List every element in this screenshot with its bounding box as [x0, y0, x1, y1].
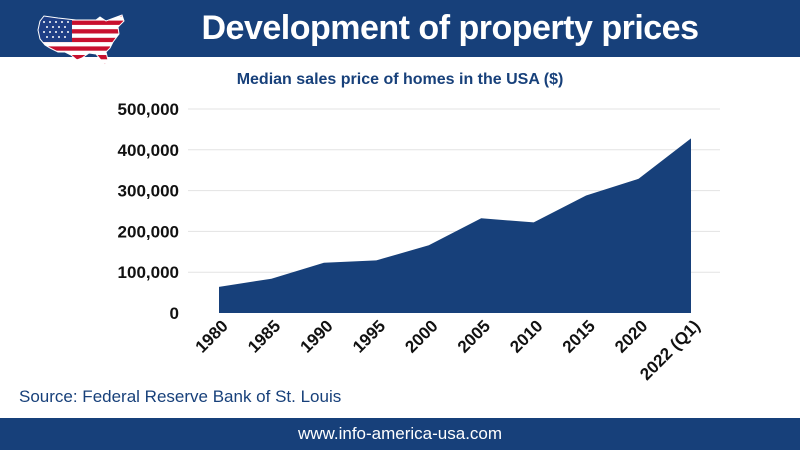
series-area [219, 138, 691, 313]
usa-map-flag-icon [37, 14, 125, 66]
y-tick-label: 500,000 [118, 100, 179, 119]
x-tick-label: 2015 [559, 316, 599, 356]
x-tick-label: 2020 [611, 316, 651, 356]
x-axis-ticks: 1980 1985 1990 1995 2000 2005 2010 2015 20202022… [192, 316, 704, 384]
y-tick-label: 300,000 [118, 182, 179, 201]
x-tick-label: 2010 [506, 316, 546, 356]
x-tick-label: 2005 [454, 316, 494, 356]
x-tick-label: 1985 [244, 316, 284, 356]
x-tick-label: 2000 [401, 316, 441, 356]
y-tick-label: 100,000 [118, 263, 179, 282]
chart-title: Median sales price of homes in the USA (… [236, 71, 564, 88]
footer-url: www.info-america-usa.com [297, 424, 503, 443]
footer-bar: www.info-america-usa.com [0, 418, 800, 450]
x-tick-label: 1980 [192, 316, 232, 356]
y-axis-ticks: 0 100,000 200,000 300,000 400,000 500,000 [118, 100, 179, 323]
y-tick-label: 200,000 [118, 222, 179, 241]
y-tick-label: 0 [170, 304, 179, 323]
x-tick-label: 1990 [297, 316, 337, 356]
source-note: Source: Federal Reserve Bank of St. Loui… [19, 387, 342, 406]
x-tick-label: 1995 [349, 316, 389, 356]
header-bar: Development of property prices [0, 0, 800, 57]
area-layer [219, 138, 691, 313]
y-tick-label: 400,000 [118, 141, 179, 160]
page-title: Development of property prices [201, 9, 699, 47]
